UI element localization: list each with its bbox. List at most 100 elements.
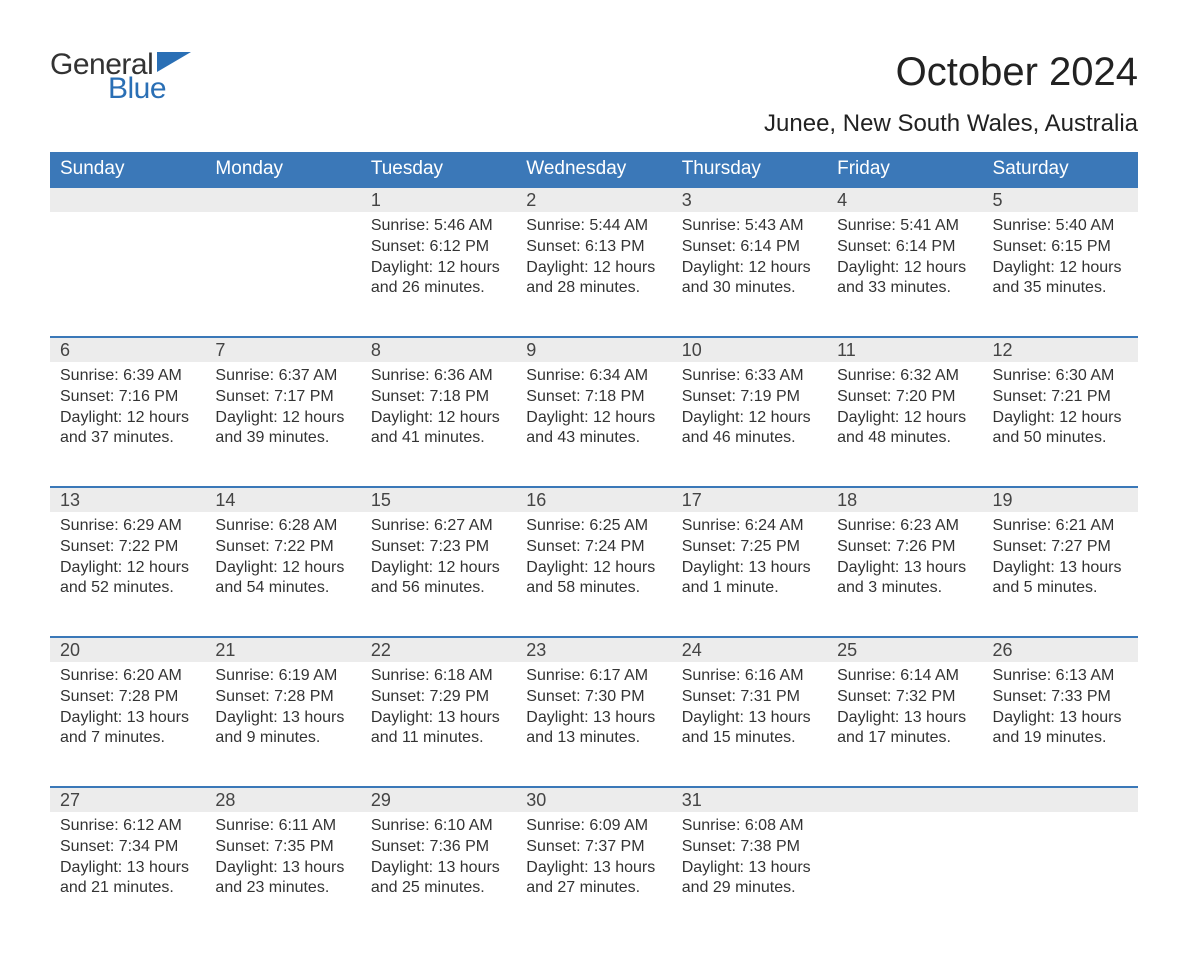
weekday-header: Friday [827, 152, 982, 186]
sunset-line: Sunset: 7:25 PM [682, 537, 817, 558]
day-content: Sunrise: 6:32 AMSunset: 7:20 PMDaylight:… [827, 362, 982, 458]
sunset-line: Sunset: 7:36 PM [371, 837, 506, 858]
day-content: Sunrise: 6:25 AMSunset: 7:24 PMDaylight:… [516, 512, 671, 608]
weekday-header: Tuesday [361, 152, 516, 186]
daylight-line: Daylight: 13 hours and 11 minutes. [371, 708, 506, 750]
daylight-line: Daylight: 12 hours and 41 minutes. [371, 408, 506, 450]
brand-word-2: Blue [108, 74, 191, 104]
daylight-line: Daylight: 12 hours and 28 minutes. [526, 258, 661, 300]
weekday-header: Thursday [672, 152, 827, 186]
sunrise-line: Sunrise: 5:40 AM [993, 216, 1128, 237]
day-number: 23 [516, 636, 671, 662]
daylight-line: Daylight: 12 hours and 50 minutes. [993, 408, 1128, 450]
sunset-line: Sunset: 7:18 PM [526, 387, 661, 408]
sunset-line: Sunset: 7:32 PM [837, 687, 972, 708]
sunrise-line: Sunrise: 6:24 AM [682, 516, 817, 537]
sunset-line: Sunset: 7:37 PM [526, 837, 661, 858]
sunrise-line: Sunrise: 5:44 AM [526, 216, 661, 237]
day-number: 8 [361, 336, 516, 362]
sunrise-line: Sunrise: 6:23 AM [837, 516, 972, 537]
sunrise-line: Sunrise: 6:12 AM [60, 816, 195, 837]
sunset-line: Sunset: 7:18 PM [371, 387, 506, 408]
sunrise-line: Sunrise: 6:13 AM [993, 666, 1128, 687]
sunrise-line: Sunrise: 6:32 AM [837, 366, 972, 387]
daylight-line: Daylight: 13 hours and 5 minutes. [993, 558, 1128, 600]
sunrise-line: Sunrise: 6:19 AM [215, 666, 350, 687]
daylight-line: Daylight: 12 hours and 35 minutes. [993, 258, 1128, 300]
day-content: Sunrise: 5:46 AMSunset: 6:12 PMDaylight:… [361, 212, 516, 308]
daylight-line: Daylight: 13 hours and 3 minutes. [837, 558, 972, 600]
day-number: 6 [50, 336, 205, 362]
day-number: 29 [361, 786, 516, 812]
sunset-line: Sunset: 7:26 PM [837, 537, 972, 558]
daylight-line: Daylight: 12 hours and 46 minutes. [682, 408, 817, 450]
sunset-line: Sunset: 7:19 PM [682, 387, 817, 408]
daylight-line: Daylight: 13 hours and 1 minute. [682, 558, 817, 600]
sunset-line: Sunset: 7:22 PM [215, 537, 350, 558]
sunrise-line: Sunrise: 5:43 AM [682, 216, 817, 237]
daylight-line: Daylight: 13 hours and 25 minutes. [371, 858, 506, 900]
day-number: 26 [983, 636, 1138, 662]
sunset-line: Sunset: 6:15 PM [993, 237, 1128, 258]
weekday-header: Sunday [50, 152, 205, 186]
page-title: October 2024 [896, 50, 1138, 95]
daylight-line: Daylight: 12 hours and 33 minutes. [837, 258, 972, 300]
sunrise-line: Sunrise: 6:34 AM [526, 366, 661, 387]
day-content: Sunrise: 6:29 AMSunset: 7:22 PMDaylight:… [50, 512, 205, 608]
sunrise-line: Sunrise: 6:09 AM [526, 816, 661, 837]
sunset-line: Sunset: 7:28 PM [60, 687, 195, 708]
day-number [827, 786, 982, 812]
day-content: Sunrise: 5:40 AMSunset: 6:15 PMDaylight:… [983, 212, 1138, 308]
daylight-line: Daylight: 12 hours and 54 minutes. [215, 558, 350, 600]
sunset-line: Sunset: 7:20 PM [837, 387, 972, 408]
day-number: 14 [205, 486, 360, 512]
weekday-header: Wednesday [516, 152, 671, 186]
day-number: 16 [516, 486, 671, 512]
calendar-table: SundayMondayTuesdayWednesdayThursdayFrid… [50, 152, 1138, 936]
day-content: Sunrise: 6:24 AMSunset: 7:25 PMDaylight:… [672, 512, 827, 608]
sunset-line: Sunset: 7:23 PM [371, 537, 506, 558]
day-content: Sunrise: 6:19 AMSunset: 7:28 PMDaylight:… [205, 662, 360, 758]
day-content: Sunrise: 6:37 AMSunset: 7:17 PMDaylight:… [205, 362, 360, 458]
day-content: Sunrise: 6:14 AMSunset: 7:32 PMDaylight:… [827, 662, 982, 758]
day-number: 30 [516, 786, 671, 812]
day-content: Sunrise: 5:44 AMSunset: 6:13 PMDaylight:… [516, 212, 671, 308]
sunset-line: Sunset: 7:34 PM [60, 837, 195, 858]
weekday-header: Monday [205, 152, 360, 186]
day-content [50, 212, 205, 308]
daylight-line: Daylight: 12 hours and 39 minutes. [215, 408, 350, 450]
sunrise-line: Sunrise: 6:20 AM [60, 666, 195, 687]
day-content: Sunrise: 5:43 AMSunset: 6:14 PMDaylight:… [672, 212, 827, 308]
day-number [983, 786, 1138, 812]
day-number: 2 [516, 186, 671, 212]
day-content: Sunrise: 6:09 AMSunset: 7:37 PMDaylight:… [516, 812, 671, 908]
sunrise-line: Sunrise: 6:18 AM [371, 666, 506, 687]
daylight-line: Daylight: 13 hours and 27 minutes. [526, 858, 661, 900]
day-content: Sunrise: 6:11 AMSunset: 7:35 PMDaylight:… [205, 812, 360, 908]
day-number: 17 [672, 486, 827, 512]
day-number: 31 [672, 786, 827, 812]
sunset-line: Sunset: 7:17 PM [215, 387, 350, 408]
sunset-line: Sunset: 7:31 PM [682, 687, 817, 708]
day-content: Sunrise: 6:17 AMSunset: 7:30 PMDaylight:… [516, 662, 671, 758]
sunset-line: Sunset: 6:14 PM [837, 237, 972, 258]
day-number [50, 186, 205, 212]
daylight-line: Daylight: 12 hours and 30 minutes. [682, 258, 817, 300]
daylight-line: Daylight: 12 hours and 56 minutes. [371, 558, 506, 600]
day-content: Sunrise: 6:39 AMSunset: 7:16 PMDaylight:… [50, 362, 205, 458]
daylight-line: Daylight: 12 hours and 52 minutes. [60, 558, 195, 600]
sunset-line: Sunset: 6:14 PM [682, 237, 817, 258]
day-content: Sunrise: 6:18 AMSunset: 7:29 PMDaylight:… [361, 662, 516, 758]
day-content: Sunrise: 6:23 AMSunset: 7:26 PMDaylight:… [827, 512, 982, 608]
day-content: Sunrise: 6:21 AMSunset: 7:27 PMDaylight:… [983, 512, 1138, 608]
day-number [205, 186, 360, 212]
daylight-line: Daylight: 13 hours and 23 minutes. [215, 858, 350, 900]
day-content: Sunrise: 6:28 AMSunset: 7:22 PMDaylight:… [205, 512, 360, 608]
day-content: Sunrise: 5:41 AMSunset: 6:14 PMDaylight:… [827, 212, 982, 308]
sunrise-line: Sunrise: 6:08 AM [682, 816, 817, 837]
daylight-line: Daylight: 13 hours and 19 minutes. [993, 708, 1128, 750]
sunrise-line: Sunrise: 6:27 AM [371, 516, 506, 537]
sunrise-line: Sunrise: 5:41 AM [837, 216, 972, 237]
daylight-line: Daylight: 12 hours and 58 minutes. [526, 558, 661, 600]
weekday-header: Saturday [983, 152, 1138, 186]
